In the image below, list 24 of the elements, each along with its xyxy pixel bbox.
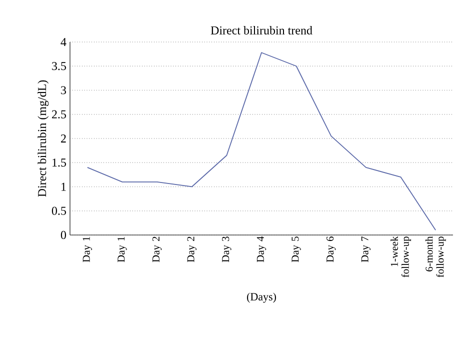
y-axis-title: Direct bilirubin (mg/dL) (38, 80, 49, 197)
x-tick-label: Day 2 (152, 236, 162, 262)
line-series (86, 52, 436, 231)
y-tick-label: 3 (61, 86, 66, 94)
x-tick-label: Day 4 (256, 236, 266, 262)
x-tick-label: 6-month follow-up (425, 236, 446, 278)
x-axis-title: (Days) (247, 292, 276, 303)
y-tick-label: 2 (61, 134, 66, 142)
x-tick-label: Day 7 (361, 236, 371, 262)
x-tick-label: Day 3 (222, 236, 232, 262)
x-tick-label: 1-week follow-up (390, 236, 412, 278)
y-tick-label: 1.5 (52, 158, 66, 167)
x-tick-label: Day 2 (187, 236, 196, 262)
y-tick-label: 3.5 (52, 62, 66, 70)
x-tick-label: Day 6 (326, 236, 336, 262)
x-tick-label: Day 1 (118, 236, 127, 262)
y-tick-label: 1 (62, 182, 66, 191)
x-tick-label: Day 1 (82, 236, 92, 262)
chart-title: Direct bilirubin trend (210, 26, 312, 34)
x-tick-label: Day 5 (292, 236, 301, 262)
y-tick-label: 0 (60, 230, 66, 240)
y-tick-label: 0.5 (52, 206, 66, 215)
y-tick-label: 2.5 (52, 110, 66, 118)
y-tick-label: 4 (60, 38, 66, 46)
